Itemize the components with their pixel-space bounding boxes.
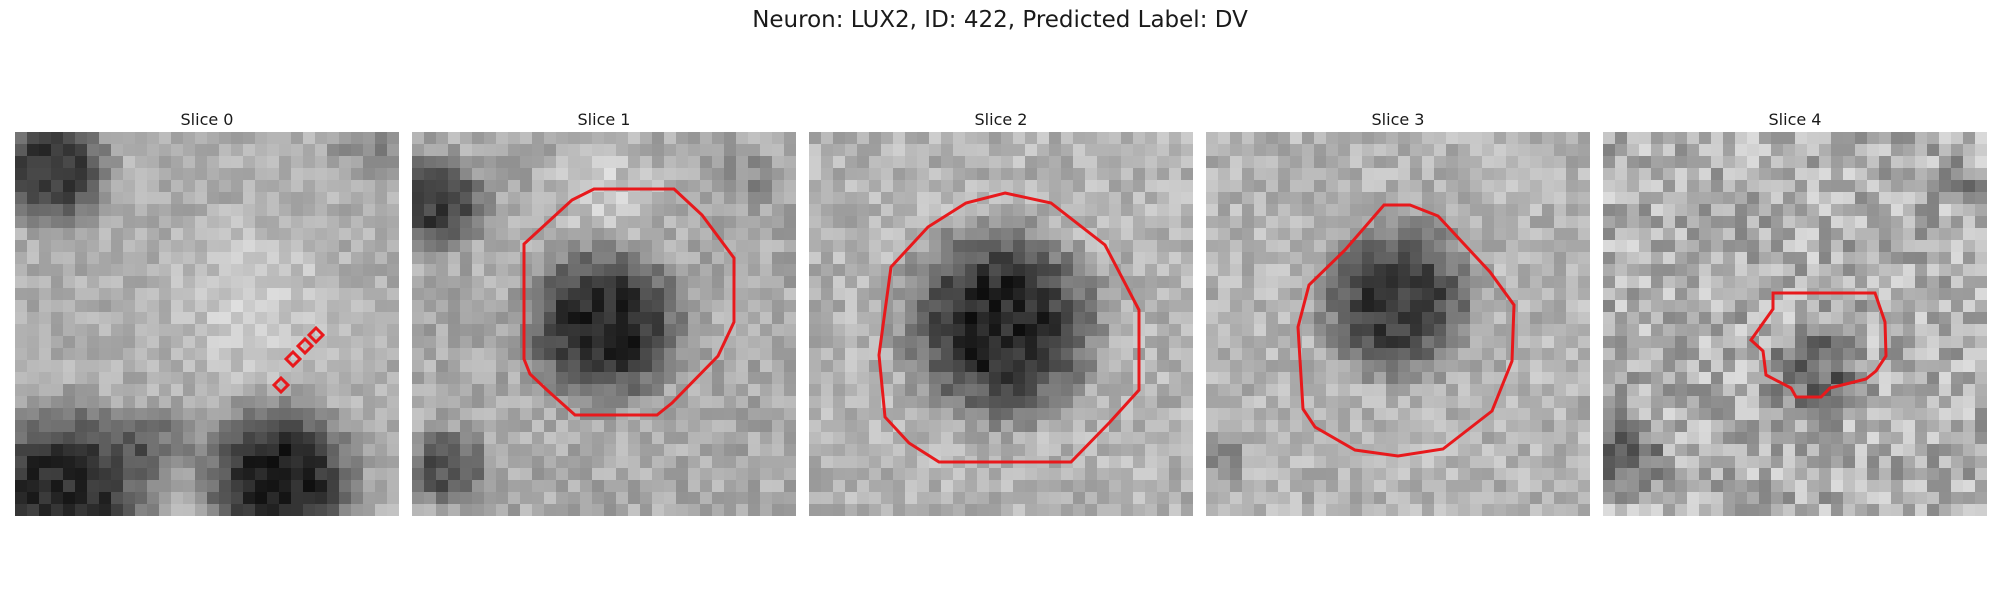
roi-contour: [522, 187, 736, 417]
roi-contour: [1749, 291, 1888, 399]
figure-title: Neuron: LUX2, ID: 422, Predicted Label: …: [752, 7, 1248, 33]
slice-image-1: [412, 132, 796, 516]
slice-panel-4: Slice 4: [1603, 108, 1987, 516]
roi-marker: [271, 375, 291, 395]
roi-marker: [295, 336, 315, 356]
slice-panel-3: Slice 3: [1206, 108, 1590, 516]
roi-marker: [306, 325, 326, 345]
slice-image-4: [1603, 132, 1987, 516]
slice-panel-1: Slice 1: [412, 108, 796, 516]
slice-image-3: [1206, 132, 1590, 516]
slice-title-3: Slice 3: [1371, 110, 1425, 129]
slice-image-0: [15, 132, 399, 516]
slice-title-2: Slice 2: [974, 110, 1028, 129]
slice-panel-2: Slice 2: [809, 108, 1193, 516]
roi-contour: [1296, 203, 1516, 458]
slice-title-0: Slice 0: [180, 110, 234, 129]
slice-title-1: Slice 1: [577, 110, 631, 129]
slice-image-2: [809, 132, 1193, 516]
slice-panel-0: Slice 0: [15, 108, 399, 516]
roi-marker: [283, 349, 303, 369]
roi-contour: [877, 191, 1141, 464]
slice-title-4: Slice 4: [1768, 110, 1822, 129]
